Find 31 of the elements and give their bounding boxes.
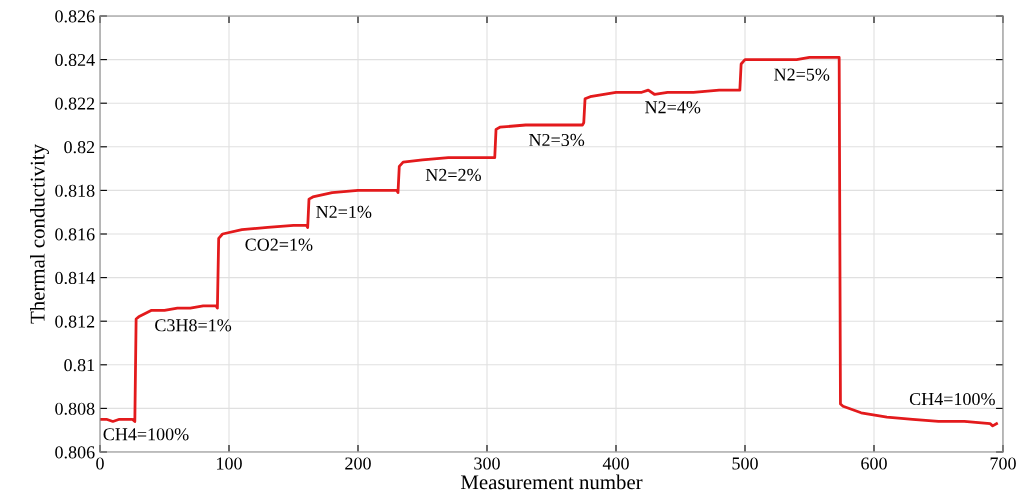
- annotation: N2=3%: [529, 133, 585, 147]
- y-tick-label: 0.822: [55, 97, 95, 110]
- annotation: N2=1%: [316, 205, 372, 219]
- x-tick-label: 500: [732, 457, 758, 470]
- x-tick-label: 100: [217, 457, 242, 470]
- x-tick-label: 400: [602, 457, 629, 470]
- y-tick-label: 0.812: [55, 315, 95, 328]
- y-tick-label: 0.808: [55, 402, 95, 415]
- annotation: CO2=1%: [245, 238, 313, 251]
- y-tick-label: 0.824: [55, 53, 95, 67]
- x-axis-title: Measurement number: [460, 474, 643, 490]
- y-tick-label: 0.806: [55, 446, 95, 459]
- y-tick-label: 0.818: [55, 184, 95, 197]
- annotation: C3H8=1%: [155, 319, 232, 332]
- x-tick-label: 700: [990, 457, 1016, 470]
- y-axis-title: Thermal conductivity: [30, 144, 49, 324]
- x-tick-label: 600: [861, 457, 887, 470]
- annotation: N2=2%: [425, 168, 481, 181]
- y-tick-label: 0.81: [64, 359, 95, 372]
- annotation: N2=5%: [774, 68, 830, 81]
- line-series: [100, 56, 998, 428]
- y-tick-label: 0.816: [55, 228, 95, 241]
- annotation: CH4=100%: [909, 392, 995, 406]
- y-tick-label: 0.826: [55, 10, 95, 23]
- annotation: CH4=100%: [103, 428, 189, 441]
- x-tick-label: 300: [474, 457, 500, 470]
- x-tick-label: 200: [345, 457, 371, 470]
- annotation: N2=4%: [645, 101, 701, 114]
- x-tick-label: 0: [96, 457, 104, 470]
- y-tick-label: 0.82: [64, 141, 95, 154]
- y-tick-label: 0.814: [55, 271, 95, 285]
